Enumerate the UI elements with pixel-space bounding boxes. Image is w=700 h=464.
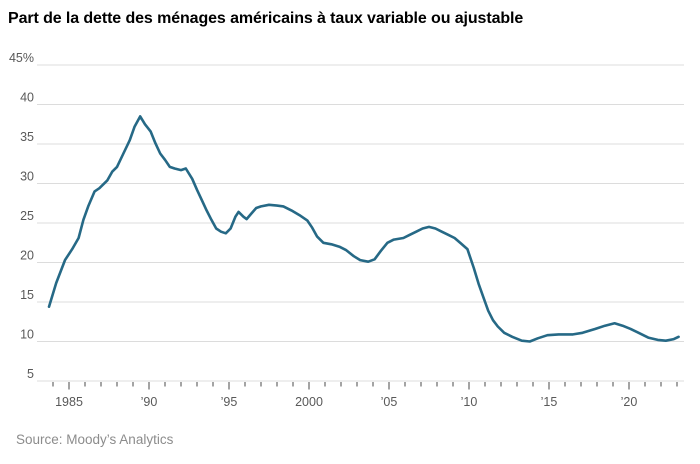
y-axis-label-5: 5 bbox=[27, 367, 34, 381]
y-axis-label-30: 30 bbox=[20, 170, 34, 184]
y-axis-label-25: 25 bbox=[20, 209, 34, 223]
source-note: Source: Moody’s Analytics bbox=[16, 432, 174, 447]
y-axis-label-20: 20 bbox=[20, 249, 34, 263]
y-axis-label-45: 45% bbox=[9, 51, 34, 65]
y-axis-label-40: 40 bbox=[20, 91, 34, 105]
y-axis-label-10: 10 bbox=[20, 328, 34, 342]
data-line-series bbox=[47, 115, 680, 343]
y-axis-label-35: 35 bbox=[20, 130, 34, 144]
x-axis-label-1995: ’95 bbox=[221, 395, 238, 409]
x-axis-label-2005: ’05 bbox=[381, 395, 398, 409]
x-axis-label-2015: ’15 bbox=[541, 395, 558, 409]
y-axis-label-15: 15 bbox=[20, 288, 34, 302]
chart-title: Part de la dette des ménages américains … bbox=[8, 10, 524, 27]
x-axis-label-2000: 2000 bbox=[295, 395, 323, 409]
x-axis-label-1990: ’90 bbox=[141, 395, 158, 409]
x-axis-label-2020: ’20 bbox=[621, 395, 638, 409]
x-axis-label-1985: 1985 bbox=[55, 395, 83, 409]
x-axis-label-2010: ’10 bbox=[461, 395, 478, 409]
